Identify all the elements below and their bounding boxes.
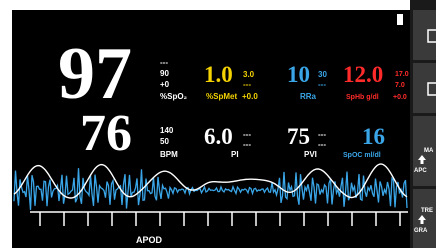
alarm-limit: 90 xyxy=(160,69,169,78)
spo2-value: 97 xyxy=(58,33,132,115)
param-label: RRa xyxy=(300,92,317,101)
page: MA APC TRE GRA 97 --- 90 +0 %SpO₂ 1.0 3.… xyxy=(0,0,436,248)
button-label: GRA xyxy=(414,228,428,234)
pi-value: 6.0 xyxy=(204,124,233,149)
battery-icon xyxy=(397,14,403,25)
param-label: %SpMet xyxy=(206,92,237,101)
spmet-value: 1.0 xyxy=(204,62,233,87)
alarm-limit: 50 xyxy=(160,137,169,146)
alarm-limit: --- xyxy=(243,80,251,89)
rra-value: 10 xyxy=(287,62,310,87)
alarm-limit: --- xyxy=(318,80,326,89)
button-label: MA xyxy=(424,148,434,154)
param-label: PI xyxy=(231,150,239,159)
alarm-limit: 17.0 xyxy=(395,71,409,78)
monitor-screen: MA APC TRE GRA 97 --- 90 +0 %SpO₂ 1.0 3.… xyxy=(0,0,436,248)
button-label: TRE xyxy=(421,208,433,214)
alarm-limit: 30 xyxy=(318,70,327,79)
history-button[interactable] xyxy=(413,63,436,113)
offset: +0.0 xyxy=(242,92,258,101)
spoc-value: 16 xyxy=(362,124,385,149)
param-label: SpHb g/dl xyxy=(346,94,379,101)
alarm-limit: --- xyxy=(318,140,326,149)
alarm-limit: --- xyxy=(160,58,168,67)
alarm-limit: 3.0 xyxy=(243,70,255,79)
sphb-value: 12.0 xyxy=(343,62,383,87)
alarm-limit: 7.0 xyxy=(395,82,405,89)
alarm-limit: 140 xyxy=(160,126,174,135)
button-label: APC xyxy=(414,168,427,174)
param-label: SpOC ml/dl xyxy=(343,152,381,159)
param-label: BPM xyxy=(160,150,178,159)
offset: +0.0 xyxy=(393,94,407,101)
pvi-value: 75 xyxy=(287,124,310,149)
param-label: %SpO₂ xyxy=(160,92,188,101)
waveform-label: APOD xyxy=(136,235,163,245)
alarm-limit: --- xyxy=(243,130,251,139)
alarm-limit: --- xyxy=(243,140,251,149)
menu-button[interactable] xyxy=(413,10,436,60)
param-label: PVI xyxy=(304,150,317,159)
offset: +0 xyxy=(160,80,170,89)
alarm-limit: --- xyxy=(318,130,326,139)
pr-value: 76 xyxy=(80,105,132,162)
